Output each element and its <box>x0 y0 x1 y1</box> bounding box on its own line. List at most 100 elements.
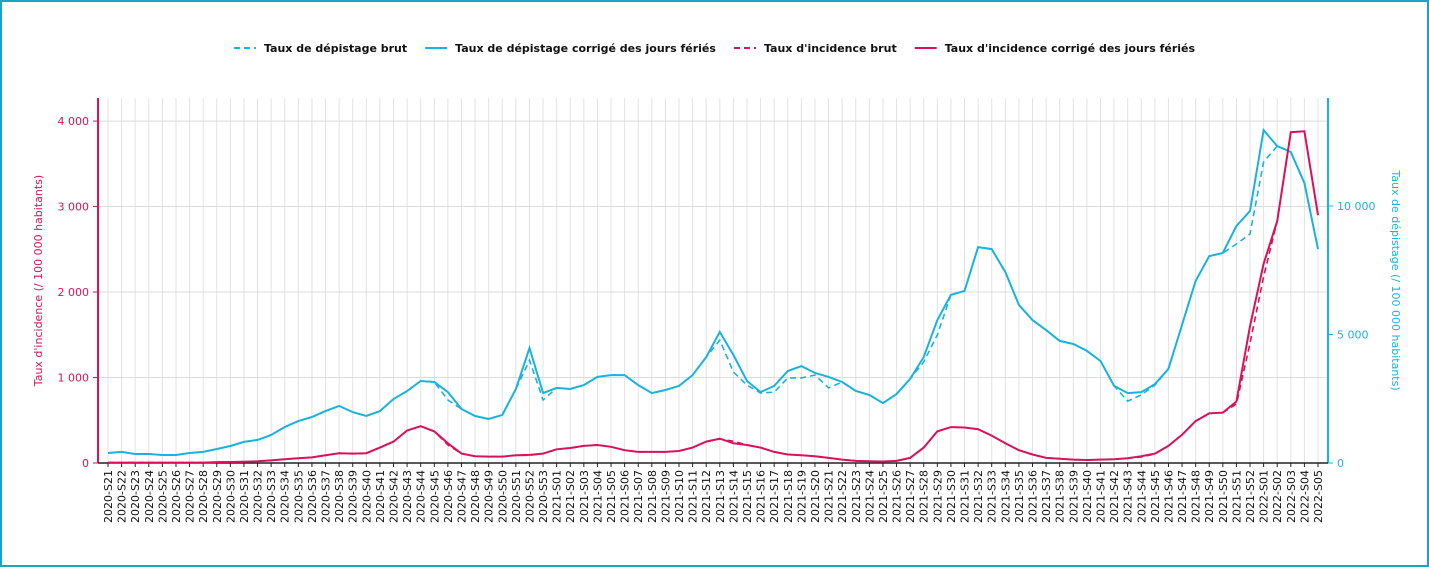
x-tick-label: 2021-S07 <box>632 470 645 523</box>
x-tick-label: 2020-S30 <box>224 470 237 523</box>
y-tick-label: 4 000 <box>58 115 90 128</box>
x-tick-label: 2021-S21 <box>823 470 836 523</box>
x-tick-label: 2022-S02 <box>1271 470 1284 523</box>
x-tick-label: 2020-S48 <box>469 470 482 523</box>
x-tick-label: 2021-S22 <box>836 470 849 523</box>
x-tick-label: 2021-S25 <box>877 470 890 523</box>
x-tick-label: 2020-S35 <box>292 470 305 523</box>
series-line <box>108 130 1319 464</box>
x-tick-label: 2021-S01 <box>551 470 564 523</box>
y2-tick-label: 0 <box>1337 457 1344 470</box>
x-tick-label: 2021-S20 <box>809 470 822 523</box>
x-tick-label: 2020-S51 <box>510 470 523 523</box>
x-tick-label: 2021-S41 <box>1094 470 1107 523</box>
legend-label: Taux d'incidence brut <box>764 42 897 55</box>
y-tick-label: 3 000 <box>58 201 90 214</box>
x-tick-label: 2021-S02 <box>564 470 577 523</box>
x-tick-label: 2020-S44 <box>415 470 428 523</box>
x-tick-label: 2020-S29 <box>211 470 224 523</box>
x-tick-label: 2020-S45 <box>428 470 441 523</box>
x-tick-label: 2021-S15 <box>741 470 754 523</box>
x-tick-label: 2021-S30 <box>945 470 958 523</box>
x-tick-label: 2021-S51 <box>1230 470 1243 523</box>
x-tick-label: 2021-S45 <box>1149 470 1162 523</box>
x-tick-label: 2020-S52 <box>523 470 536 523</box>
x-tick-label: 2020-S53 <box>537 470 550 523</box>
x-tick-label: 2021-S13 <box>714 470 727 523</box>
x-tick-label: 2021-S50 <box>1217 470 1230 523</box>
x-tick-label: 2021-S46 <box>1162 470 1175 523</box>
x-tick-label: 2021-S06 <box>619 470 632 523</box>
y2-axis-label: Taux de dépistage (/ 100 000 habitants) <box>1389 169 1402 390</box>
x-tick-label: 2020-S21 <box>102 470 115 523</box>
y2-tick-label: 10 000 <box>1337 200 1376 213</box>
x-tick-label: 2022-S04 <box>1298 470 1311 523</box>
x-tick-label: 2021-S52 <box>1244 470 1257 523</box>
x-tick-label: 2021-S08 <box>646 470 659 523</box>
x-tick-label: 2021-S14 <box>727 470 740 523</box>
x-tick-label: 2020-S27 <box>184 470 197 523</box>
series-line <box>108 130 1319 464</box>
x-tick-label: 2021-S49 <box>1203 470 1216 523</box>
x-tick-label: 2021-S03 <box>578 470 591 523</box>
x-tick-label: 2020-S23 <box>129 470 142 523</box>
y-tick-label: 0 <box>82 457 89 470</box>
x-tick-label: 2020-S36 <box>306 470 319 523</box>
x-tick-label: 2021-S29 <box>931 470 944 523</box>
x-tick-label: 2021-S04 <box>591 470 604 523</box>
x-tick-label: 2021-S17 <box>768 470 781 523</box>
legend-label: Taux de dépistage corrigé des jours féri… <box>455 42 716 55</box>
x-tick-label: 2020-S49 <box>483 470 496 523</box>
x-tick-label: 2021-S11 <box>687 470 700 523</box>
x-tick-label: 2021-S42 <box>1108 470 1121 523</box>
y-axis-label: Taux d'incidence (/ 100 000 habitants) <box>32 175 45 387</box>
x-tick-label: 2021-S35 <box>1013 470 1026 523</box>
x-tick-label: 2021-S39 <box>1067 470 1080 523</box>
series-line <box>107 145 1319 456</box>
x-tick-label: 2021-S12 <box>700 470 713 523</box>
x-tick-label: 2020-S37 <box>320 470 333 523</box>
x-tick-label: 2021-S44 <box>1135 470 1148 523</box>
x-tick-label: 2020-S24 <box>143 470 156 523</box>
y-tick-label: 2 000 <box>58 286 90 299</box>
x-tick-label: 2020-S34 <box>279 470 292 523</box>
x-tick-label: 2021-S28 <box>918 470 931 523</box>
x-tick-label: 2020-S41 <box>374 470 387 523</box>
x-tick-label: 2020-S31 <box>238 470 251 523</box>
x-tick-label: 2021-S47 <box>1176 470 1189 523</box>
x-tick-label: 2020-S26 <box>170 470 183 523</box>
x-tick-label: 2020-S50 <box>496 470 509 523</box>
legend: Taux de dépistage brut Taux de dépistage … <box>233 42 1196 55</box>
x-tick-label: 2021-S09 <box>659 470 672 523</box>
x-tick-label: 2020-S43 <box>401 470 414 523</box>
x-tick-label: 2021-S33 <box>986 470 999 523</box>
x-tick-label: 2020-S38 <box>333 470 346 523</box>
x-tick-label: 2021-S19 <box>795 470 808 523</box>
x-tick-label: 2021-S31 <box>959 470 972 523</box>
x-tick-label: 2021-S32 <box>972 470 985 523</box>
x-tick-label: 2020-S46 <box>442 470 455 523</box>
x-tick-label: 2021-S34 <box>999 470 1012 523</box>
x-tick-label: 2021-S18 <box>782 470 795 523</box>
x-tick-label: 2021-S43 <box>1122 470 1135 523</box>
x-tick-label: 2021-S36 <box>1026 470 1039 523</box>
x-tick-label: 2021-S27 <box>904 470 917 523</box>
x-tick-label: 2020-S40 <box>360 470 373 523</box>
x-tick-label: 2021-S10 <box>673 470 686 523</box>
series-line <box>107 127 1319 456</box>
x-tick-label: 2021-S37 <box>1040 470 1053 523</box>
x-tick-label: 2020-S39 <box>347 470 360 523</box>
x-tick-label: 2021-S40 <box>1081 470 1094 523</box>
x-tick-label: 2021-S16 <box>755 470 768 523</box>
x-tick-label: 2021-S48 <box>1190 470 1203 523</box>
x-tick-label: 2022-S03 <box>1285 470 1298 523</box>
x-tick-label: 2020-S32 <box>252 470 265 523</box>
x-tick-label: 2021-S26 <box>891 470 904 523</box>
x-tick-label: 2021-S23 <box>850 470 863 523</box>
x-tick-label: 2020-S25 <box>156 470 169 523</box>
x-tick-label: 2020-S42 <box>388 470 401 523</box>
legend-label: Taux de dépistage brut <box>264 42 407 55</box>
